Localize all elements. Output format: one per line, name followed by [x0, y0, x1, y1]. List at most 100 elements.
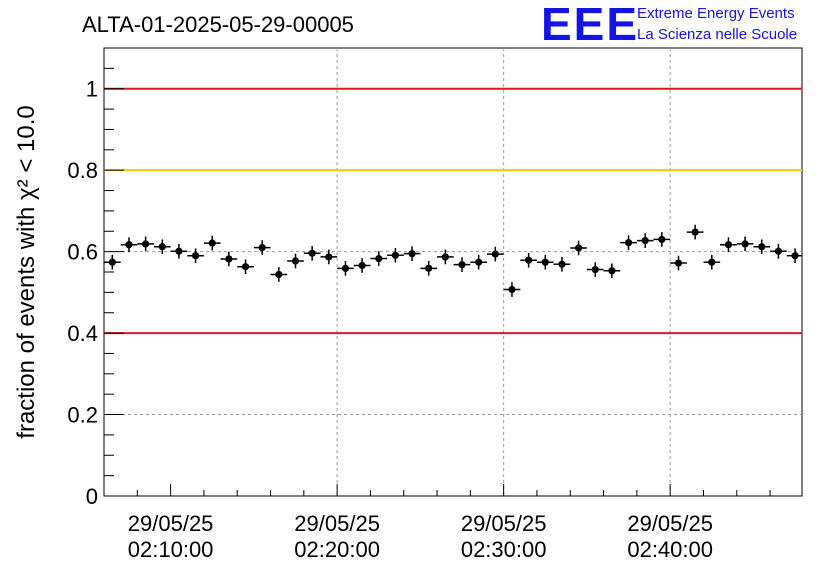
axes: 00.20.40.60.8129/05/2502:10:0029/05/2502… [67, 67, 771, 562]
x-tick-date: 29/05/25 [461, 511, 547, 536]
point-marker [225, 255, 233, 263]
data-point [187, 248, 204, 264]
data-points [104, 224, 802, 297]
point-marker [341, 264, 350, 272]
point-marker [391, 251, 400, 259]
data-point [486, 246, 504, 262]
point-marker [608, 267, 616, 275]
data-point [137, 236, 154, 252]
data-point [553, 256, 571, 272]
data-point [536, 254, 554, 270]
data-point [770, 243, 787, 259]
point-marker [408, 250, 416, 258]
data-point [636, 233, 654, 248]
data-point [320, 249, 338, 265]
data-point [720, 237, 737, 253]
point-marker [508, 285, 516, 294]
y-tick-label: 0.8 [67, 158, 98, 183]
data-point [220, 251, 238, 267]
point-marker [325, 253, 333, 261]
x-tick-date: 29/05/25 [128, 511, 214, 536]
data-point [370, 251, 388, 266]
data-point [420, 261, 438, 276]
data-point [387, 247, 404, 263]
point-marker [758, 243, 766, 251]
data-point [153, 239, 171, 255]
data-point [686, 224, 704, 240]
grid [104, 48, 802, 496]
point-marker [658, 235, 666, 244]
data-point [470, 254, 487, 270]
data-point [670, 255, 687, 271]
x-tick-time: 02:10:00 [128, 537, 214, 562]
point-marker [208, 239, 216, 247]
data-point [303, 245, 321, 261]
point-marker [458, 261, 466, 269]
data-point [603, 263, 621, 279]
data-point [453, 257, 471, 272]
data-point [703, 254, 721, 270]
logo-line2: La Scienza nelle Scuole [637, 26, 797, 43]
point-marker [691, 228, 699, 236]
data-point [120, 237, 138, 253]
point-marker [425, 264, 433, 272]
point-marker [291, 257, 300, 265]
data-point [437, 249, 454, 265]
point-marker [308, 249, 316, 257]
data-point [403, 246, 421, 262]
plot-frame [103, 47, 803, 497]
data-point [736, 236, 754, 252]
point-marker [125, 241, 133, 249]
point-marker [741, 240, 749, 248]
point-marker [441, 253, 449, 261]
reference-lines [104, 87, 802, 335]
y-tick-label: 1 [86, 77, 98, 102]
x-tick-time: 02:20:00 [294, 537, 380, 562]
x-tick-date: 29/05/25 [627, 511, 713, 536]
point-marker [241, 263, 250, 271]
point-marker [525, 256, 533, 264]
point-marker [191, 252, 200, 260]
y-tick-label: 0 [86, 484, 98, 509]
data-point [753, 239, 771, 255]
point-marker [158, 243, 166, 251]
data-point [203, 235, 221, 251]
point-marker [142, 240, 150, 248]
data-point [353, 258, 371, 273]
y-tick-label: 0.6 [67, 240, 98, 265]
point-marker [558, 260, 566, 268]
point-marker [774, 247, 783, 255]
data-point [170, 243, 188, 259]
point-marker [275, 270, 283, 279]
point-marker [541, 258, 549, 266]
data-point [620, 235, 637, 251]
logo-line1: Extreme Energy Events [637, 5, 795, 22]
data-point [287, 253, 304, 269]
data-point [520, 252, 537, 268]
data-point [253, 240, 271, 255]
data-point [503, 282, 521, 297]
data-point [586, 262, 604, 277]
chart-title: ALTA-01-2025-05-29-00005 [82, 12, 354, 37]
data-point [104, 254, 121, 270]
y-axis-label: fraction of events with χ² < 10.0 [13, 105, 40, 438]
point-marker [475, 258, 483, 266]
point-marker [641, 237, 649, 245]
point-marker [175, 247, 183, 255]
x-tick-date: 29/05/25 [294, 511, 380, 536]
point-marker [258, 243, 266, 252]
point-marker [724, 241, 733, 249]
point-marker [375, 254, 383, 263]
data-point [786, 248, 802, 264]
point-marker [574, 244, 583, 252]
data-point [337, 261, 354, 276]
y-tick-label: 0.2 [67, 403, 98, 428]
point-marker [591, 265, 599, 274]
data-point [570, 240, 587, 256]
x-tick-time: 02:40:00 [627, 537, 713, 562]
point-marker [674, 259, 683, 267]
logo-letters: EEE [541, 0, 639, 50]
eee-logo: EEE Extreme Energy Events La Scienza nel… [541, 0, 797, 50]
point-marker [491, 250, 499, 258]
